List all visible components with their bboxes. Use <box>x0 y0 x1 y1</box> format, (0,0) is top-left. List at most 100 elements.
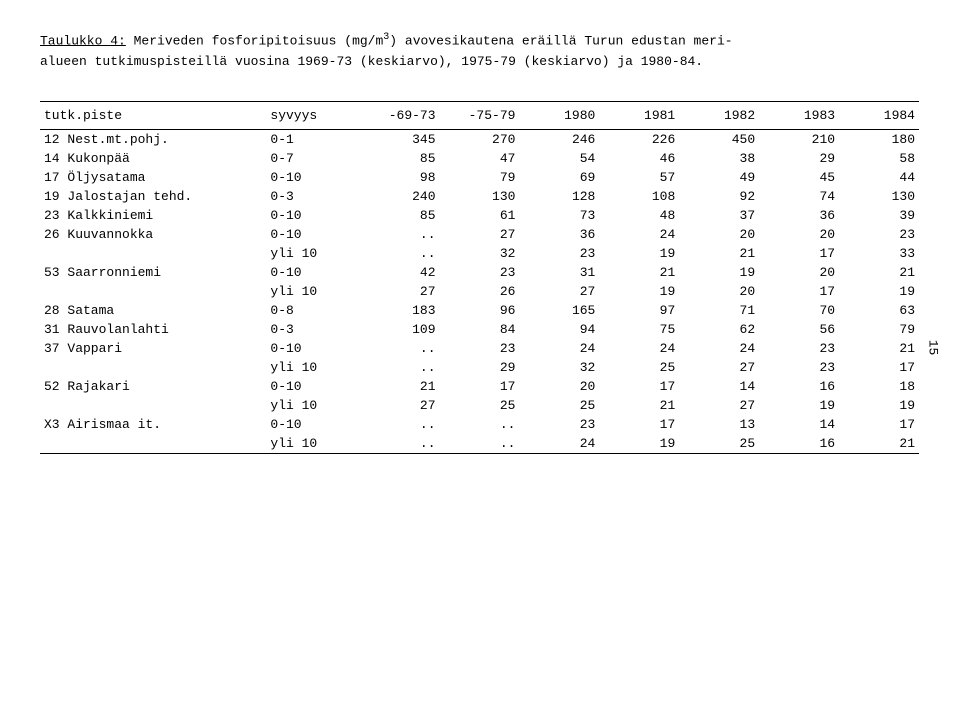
table-row: 37 Vappari0-10..232424242321 <box>40 339 919 358</box>
cell-value: 42 <box>360 263 440 282</box>
cell-value: 25 <box>599 358 679 377</box>
cell-value: 58 <box>839 149 919 168</box>
table-row: 26 Kuuvannokka0-10..273624202023 <box>40 225 919 244</box>
cell-value: 20 <box>759 263 839 282</box>
cell-value: 85 <box>360 206 440 225</box>
cell-value: 16 <box>759 377 839 396</box>
cell-value: 44 <box>839 168 919 187</box>
cell-value: 17 <box>599 377 679 396</box>
cell-value: 19 <box>679 263 759 282</box>
cell-value: 23 <box>519 415 599 434</box>
table-row: yli 10..322319211733 <box>40 244 919 263</box>
cell-value: 16 <box>759 434 839 454</box>
table-row: 52 Rajakari0-1021172017141618 <box>40 377 919 396</box>
cell-value: 85 <box>360 149 440 168</box>
row-depth: 0-10 <box>266 263 359 282</box>
cell-value: 37 <box>679 206 759 225</box>
row-label: 37 Vappari <box>40 339 266 358</box>
col-header-1982: 1982 <box>679 101 759 129</box>
cell-value: 61 <box>440 206 520 225</box>
cell-value: 17 <box>759 282 839 301</box>
cell-value: 32 <box>519 358 599 377</box>
row-label <box>40 396 266 415</box>
cell-value: 20 <box>759 225 839 244</box>
cell-value: 450 <box>679 129 759 149</box>
table-row: yli 1027262719201719 <box>40 282 919 301</box>
cell-value: .. <box>360 225 440 244</box>
cell-value: 46 <box>599 149 679 168</box>
table-row: 53 Saarronniemi0-1042233121192021 <box>40 263 919 282</box>
cell-value: .. <box>360 339 440 358</box>
cell-value: 226 <box>599 129 679 149</box>
cell-value: 27 <box>360 396 440 415</box>
cell-value: 23 <box>519 244 599 263</box>
cell-value: 24 <box>519 434 599 454</box>
cell-value: 17 <box>839 415 919 434</box>
cell-value: 108 <box>599 187 679 206</box>
row-depth: 0-10 <box>266 206 359 225</box>
cell-value: 20 <box>679 282 759 301</box>
cell-value: 27 <box>679 396 759 415</box>
table-row: 31 Rauvolanlahti0-3109849475625679 <box>40 320 919 339</box>
cell-value: 17 <box>599 415 679 434</box>
cell-value: 19 <box>599 434 679 454</box>
col-header-6973: -69-73 <box>360 101 440 129</box>
cell-value: 48 <box>599 206 679 225</box>
table-row: 28 Satama0-81839616597717063 <box>40 301 919 320</box>
cell-value: 27 <box>360 282 440 301</box>
cell-value: 21 <box>679 244 759 263</box>
cell-value: 24 <box>599 225 679 244</box>
title-prefix: Taulukko 4: <box>40 33 126 48</box>
cell-value: 20 <box>679 225 759 244</box>
table-header-row: tutk.piste syvyys -69-73 -75-79 1980 198… <box>40 101 919 129</box>
row-depth: 0-10 <box>266 415 359 434</box>
row-label: 12 Nest.mt.pohj. <box>40 129 266 149</box>
row-depth: 0-3 <box>266 320 359 339</box>
table-row: 17 Öljysatama0-1098796957494544 <box>40 168 919 187</box>
cell-value: 24 <box>679 339 759 358</box>
cell-value: 70 <box>759 301 839 320</box>
page-number: 15 <box>926 340 941 356</box>
cell-value: 130 <box>839 187 919 206</box>
col-header-1983: 1983 <box>759 101 839 129</box>
cell-value: 130 <box>440 187 520 206</box>
row-depth: 0-10 <box>266 377 359 396</box>
cell-value: 32 <box>440 244 520 263</box>
cell-value: 27 <box>519 282 599 301</box>
cell-value: 13 <box>679 415 759 434</box>
cell-value: 17 <box>839 358 919 377</box>
cell-value: 63 <box>839 301 919 320</box>
cell-value: 97 <box>599 301 679 320</box>
cell-value: 25 <box>440 396 520 415</box>
col-header-1981: 1981 <box>599 101 679 129</box>
row-label <box>40 282 266 301</box>
title-line-2: alueen tutkimuspisteillä vuosina 1969-73… <box>40 54 703 69</box>
cell-value: 21 <box>599 263 679 282</box>
table-row: X3 Airismaa it.0-10....2317131417 <box>40 415 919 434</box>
table-row: yli 1027252521271919 <box>40 396 919 415</box>
cell-value: 21 <box>360 377 440 396</box>
row-label: 19 Jalostajan tehd. <box>40 187 266 206</box>
table-row: 14 Kukonpää0-785475446382958 <box>40 149 919 168</box>
table-row: 19 Jalostajan tehd.0-3240130128108927413… <box>40 187 919 206</box>
cell-value: 79 <box>440 168 520 187</box>
cell-value: 36 <box>759 206 839 225</box>
cell-value: 25 <box>679 434 759 454</box>
col-header-piste: tutk.piste <box>40 101 266 129</box>
cell-value: 74 <box>759 187 839 206</box>
cell-value: 27 <box>440 225 520 244</box>
row-label: 26 Kuuvannokka <box>40 225 266 244</box>
cell-value: 165 <box>519 301 599 320</box>
cell-value: 14 <box>759 415 839 434</box>
row-depth: 0-1 <box>266 129 359 149</box>
cell-value: 84 <box>440 320 520 339</box>
cell-value: 14 <box>679 377 759 396</box>
cell-value: 21 <box>839 434 919 454</box>
cell-value: 23 <box>440 339 520 358</box>
cell-value: 24 <box>519 339 599 358</box>
cell-value: 56 <box>759 320 839 339</box>
cell-value: 18 <box>839 377 919 396</box>
cell-value: 19 <box>839 396 919 415</box>
row-label <box>40 434 266 454</box>
cell-value: 96 <box>440 301 520 320</box>
